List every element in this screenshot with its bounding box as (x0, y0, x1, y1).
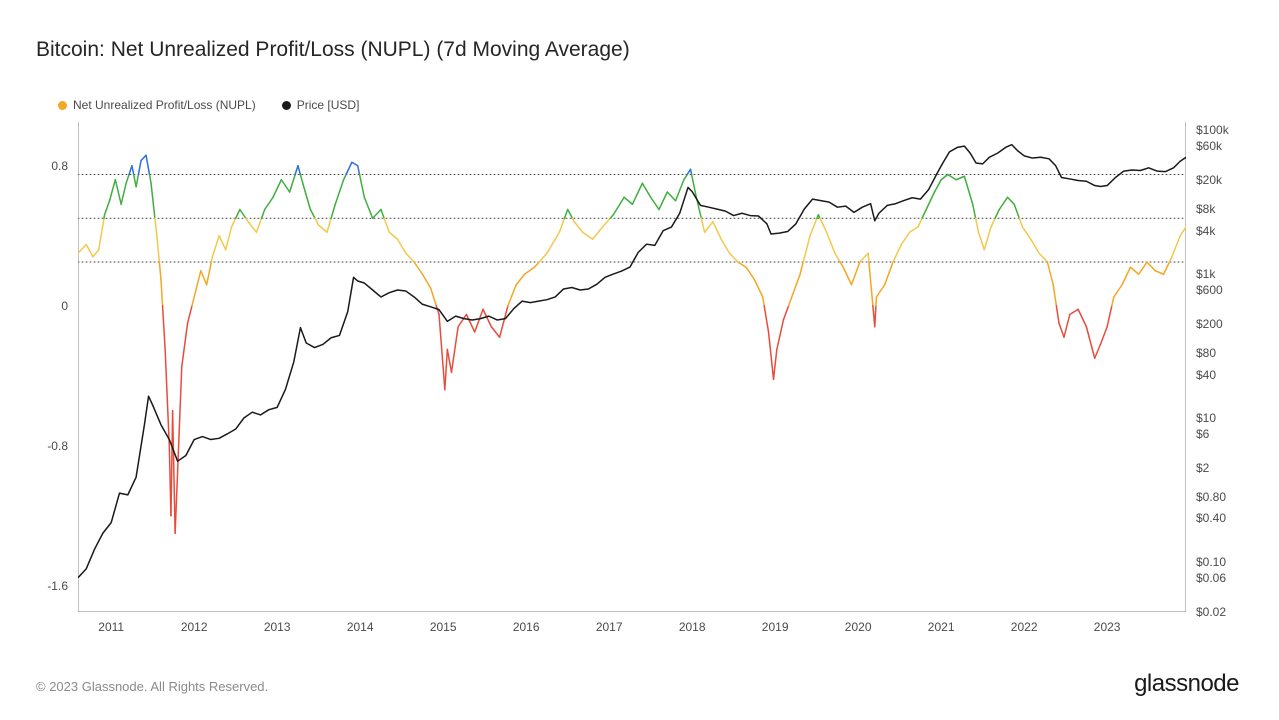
axis-label: $100k (1196, 123, 1229, 137)
axis-label: $40 (1196, 368, 1216, 382)
legend-marker-nupl (58, 101, 67, 110)
axis-label: $4k (1196, 224, 1215, 238)
axis-label: -1.6 (47, 579, 68, 593)
axis-label: 2011 (98, 620, 124, 634)
axis-label: 2014 (347, 620, 374, 634)
axis-label: 2019 (762, 620, 789, 634)
legend: Net Unrealized Profit/Loss (NUPL) Price … (58, 98, 359, 112)
axis-label: $600 (1196, 283, 1223, 297)
axis-label: 2012 (181, 620, 208, 634)
axis-label: 2015 (430, 620, 457, 634)
axis-label: $0.06 (1196, 571, 1226, 585)
axis-label: $10 (1196, 411, 1216, 425)
axis-label: 2020 (845, 620, 872, 634)
legend-item-nupl: Net Unrealized Profit/Loss (NUPL) (58, 98, 256, 112)
axis-label: $2 (1196, 461, 1209, 475)
legend-marker-price (282, 101, 291, 110)
axis-label: 0 (61, 299, 68, 313)
copyright-footer: © 2023 Glassnode. All Rights Reserved. (36, 679, 268, 694)
chart-title: Bitcoin: Net Unrealized Profit/Loss (NUP… (36, 38, 630, 62)
axis-label: $60k (1196, 139, 1222, 153)
axis-label: $1k (1196, 267, 1215, 281)
axis-label: $200 (1196, 317, 1223, 331)
legend-label-price: Price [USD] (297, 98, 360, 112)
axis-label: -0.8 (47, 439, 68, 453)
legend-label-nupl: Net Unrealized Profit/Loss (NUPL) (73, 98, 256, 112)
axis-label: 0.8 (51, 159, 68, 173)
axis-label: $0.40 (1196, 511, 1226, 525)
axis-label: 2021 (928, 620, 955, 634)
axis-label: $0.02 (1196, 605, 1226, 619)
axis-label: $6 (1196, 427, 1209, 441)
axis-label: 2013 (264, 620, 291, 634)
chart-area: -1.6-0.800.8$0.02$0.06$0.10$0.40$0.80$2$… (78, 122, 1186, 612)
axis-label: 2023 (1094, 620, 1121, 634)
axis-label: $0.80 (1196, 490, 1226, 504)
brand-logo: glassnode (1134, 670, 1239, 698)
chart-plot (78, 122, 1186, 612)
axis-label: $8k (1196, 202, 1215, 216)
legend-item-price: Price [USD] (282, 98, 360, 112)
axis-label: 2016 (513, 620, 540, 634)
axis-label: $80 (1196, 346, 1216, 360)
axis-label: $20k (1196, 173, 1222, 187)
axis-label: 2017 (596, 620, 623, 634)
axis-label: 2022 (1011, 620, 1038, 634)
axis-label: $0.10 (1196, 555, 1226, 569)
axis-label: 2018 (679, 620, 706, 634)
